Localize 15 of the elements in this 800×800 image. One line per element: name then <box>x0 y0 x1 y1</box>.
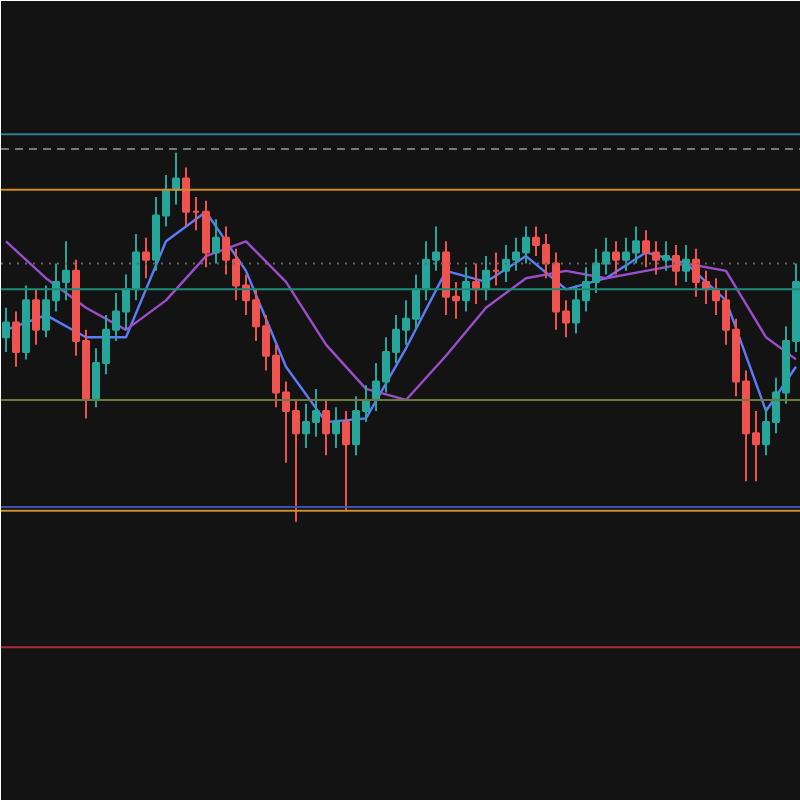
candlestick <box>462 266 470 313</box>
candlestick <box>212 218 220 265</box>
candlestick <box>662 240 670 272</box>
candlestick <box>672 244 680 287</box>
candlestick <box>322 398 330 457</box>
candlestick <box>2 306 10 354</box>
candlestick <box>342 410 350 512</box>
candlestick <box>132 232 140 302</box>
candlestick <box>32 288 40 346</box>
candlestick <box>612 240 620 276</box>
candlestick <box>12 310 20 368</box>
candlestick <box>332 406 340 449</box>
candlestick <box>142 236 150 280</box>
candlestick <box>682 244 690 283</box>
candlestick <box>482 255 490 302</box>
